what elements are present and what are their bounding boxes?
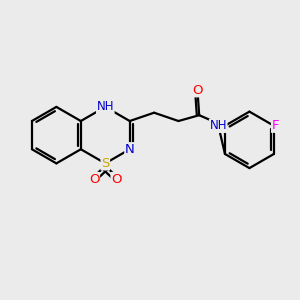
Text: N: N xyxy=(125,143,135,156)
Text: NH: NH xyxy=(97,100,114,113)
Text: O: O xyxy=(89,172,100,185)
Text: O: O xyxy=(193,84,203,97)
Text: S: S xyxy=(101,157,110,170)
Text: NH: NH xyxy=(209,119,227,132)
Text: F: F xyxy=(272,119,279,132)
Text: O: O xyxy=(111,172,122,185)
